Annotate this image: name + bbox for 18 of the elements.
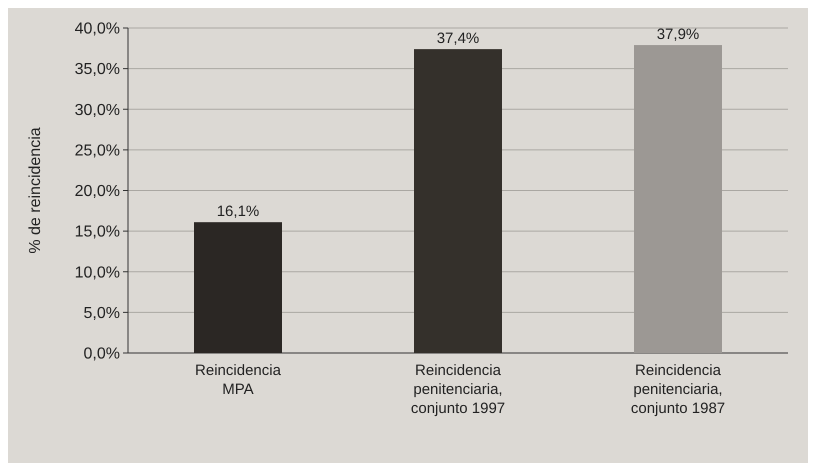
y-tick-label: 35,0% (74, 61, 120, 78)
y-tick-label: 20,0% (74, 183, 120, 200)
x-tick-label: Reincidencia penitenciaria, conjunto 1997 (410, 362, 506, 417)
data-label: 16,1% (216, 203, 260, 220)
y-tick-label: 25,0% (74, 142, 120, 160)
bar (634, 45, 722, 353)
x-tick-label: Reincidencia penitenciaria, conjunto 1987 (630, 362, 726, 417)
y-tick-label: 40,0% (74, 20, 120, 38)
bar (194, 222, 282, 353)
y-tick-label: 15,0% (74, 224, 120, 241)
x-tick-label: Reincidencia MPA (195, 362, 282, 398)
data-label: 37,9% (656, 26, 700, 44)
y-axis-title: % de reincidencia (27, 127, 44, 254)
y-tick-label: 5,0% (84, 304, 120, 322)
data-label: 37,4% (436, 30, 480, 48)
y-tick-label: 10,0% (74, 264, 120, 282)
y-tick-label: 0,0% (84, 346, 120, 363)
y-tick-label: 30,0% (74, 102, 120, 119)
